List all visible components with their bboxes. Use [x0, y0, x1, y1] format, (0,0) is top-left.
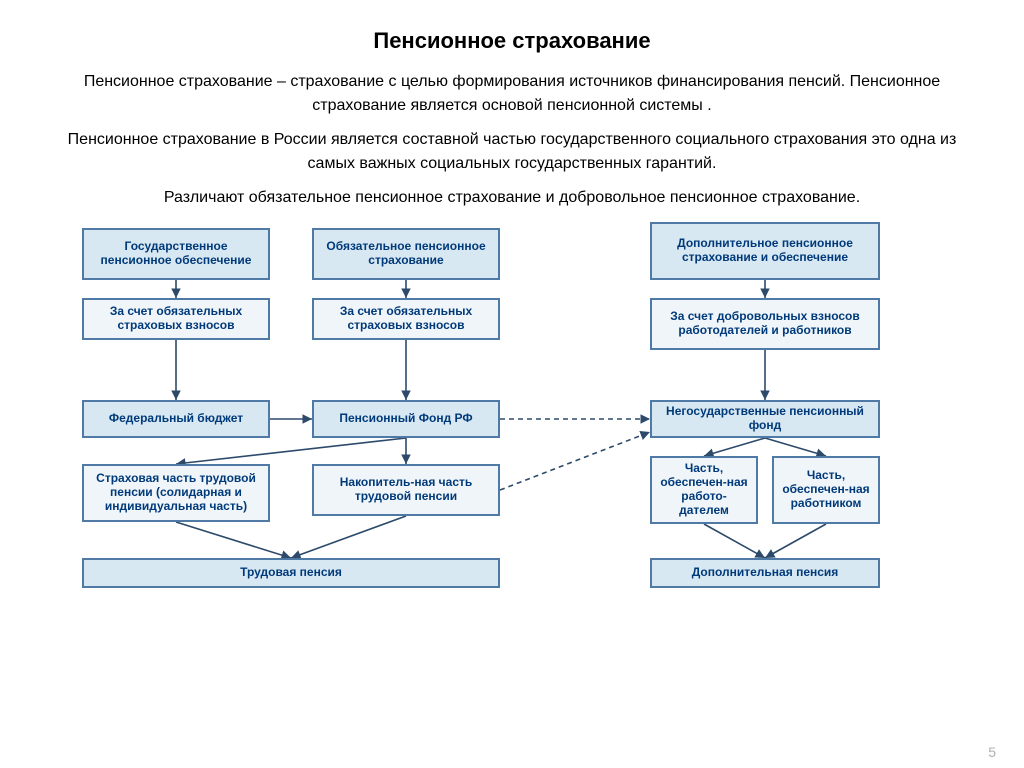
edge-n9-n12	[704, 438, 765, 456]
edge-n13-n15	[765, 524, 826, 558]
node-n14: Трудовая пенсия	[82, 558, 500, 588]
diagram-area: Государственное пенсионное обеспечение Об…	[62, 222, 962, 642]
paragraph-2: Пенсионное страхование в России является…	[0, 128, 1024, 176]
node-n5: За счет обязательных страховых взносов	[312, 298, 500, 340]
node-n6: За счет добровольных взносов работодател…	[650, 298, 880, 350]
node-n2: Обязательное пенсионное страхование	[312, 228, 500, 280]
node-n7: Федеральный бюджет	[82, 400, 270, 438]
edge-n8-n10	[176, 438, 406, 464]
node-n3: Дополнительное пенсионное страхование и …	[650, 222, 880, 280]
edge-n12-n15	[704, 524, 765, 558]
edge-n9-n13	[765, 438, 826, 456]
page-title: Пенсионное страхование	[0, 0, 1024, 70]
edge-n11-n9	[500, 432, 650, 490]
node-n11: Накопитель-ная часть трудовой пенсии	[312, 464, 500, 516]
node-n1: Государственное пенсионное обеспечение	[82, 228, 270, 280]
page-number: 5	[988, 744, 996, 760]
node-n4: За счет обязательных страховых взносов	[82, 298, 270, 340]
node-n13: Часть, обеспечен-ная работником	[772, 456, 880, 524]
node-n12: Часть, обеспечен-ная работо-дателем	[650, 456, 758, 524]
node-n8: Пенсионный Фонд РФ	[312, 400, 500, 438]
edge-n11-n14	[291, 516, 406, 558]
edge-n10-n14	[176, 522, 291, 558]
node-n9: Негосударственные пенсионный фонд	[650, 400, 880, 438]
paragraph-3: Различают обязательное пенсионное страхо…	[0, 186, 1024, 210]
paragraph-1: Пенсионное страхование – страхование с ц…	[0, 70, 1024, 118]
node-n15: Дополнительная пенсия	[650, 558, 880, 588]
node-n10: Страховая часть трудовой пенсии (солидар…	[82, 464, 270, 522]
